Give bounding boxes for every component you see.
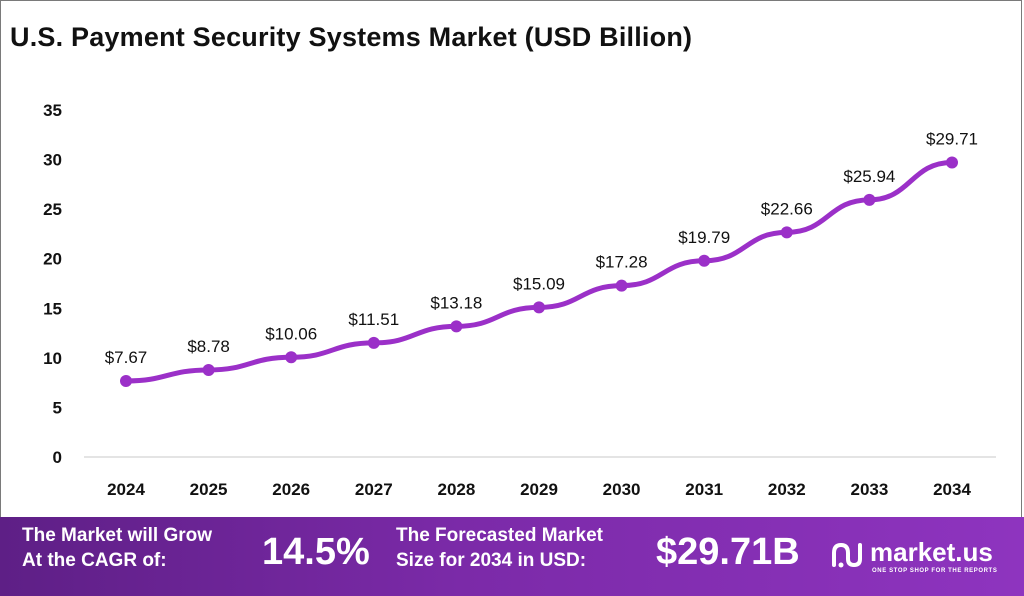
- data-point: [698, 254, 711, 267]
- cagr-label-line1: The Market will Grow: [22, 525, 213, 546]
- data-point: [120, 374, 132, 387]
- data-label: $29.71: [926, 129, 978, 148]
- forecast-label-line2: Size for 2034 in USD:: [396, 550, 587, 571]
- series-path: [123, 159, 955, 384]
- forecast-label-line1: The Forecasted Market: [396, 525, 603, 546]
- data-point: [533, 301, 545, 314]
- y-tick-label: 20: [43, 250, 62, 269]
- data-label: $15.09: [513, 274, 565, 293]
- data-label: $17.28: [596, 253, 648, 272]
- x-tick-label: 2030: [603, 480, 641, 499]
- data-label: $7.67: [105, 348, 148, 367]
- cagr-label-line2: At the CAGR of:: [22, 550, 167, 571]
- logo-tagline: ONE STOP SHOP FOR THE REPORTS: [872, 568, 998, 574]
- x-tick-label: 2031: [685, 480, 723, 499]
- x-tick-label: 2033: [850, 480, 888, 499]
- brand-logo: market.us ONE STOP SHOP FOR THE REPORTS: [830, 537, 1020, 577]
- market-us-logo-icon: [832, 542, 862, 568]
- data-point: [202, 363, 215, 376]
- y-tick-label: 10: [43, 349, 62, 368]
- cagr-value: 14.5%: [262, 531, 370, 573]
- data-point: [946, 156, 958, 169]
- forecast-value: $29.71B: [656, 531, 800, 573]
- data-labels: $7.67 $8.78 $10.06 $11.51 $13.18 $15.09 $17.28…: [105, 129, 978, 367]
- x-tick-label: 2029: [520, 480, 558, 499]
- data-point: [367, 336, 380, 349]
- y-axis: 0 5 10 15 20 25 30 35: [43, 101, 62, 467]
- data-label: $19.79: [678, 228, 730, 247]
- data-label: $13.18: [430, 293, 482, 312]
- data-label: $22.66: [761, 199, 813, 218]
- data-point: [863, 193, 876, 206]
- x-tick-label: 2032: [768, 480, 806, 499]
- x-tick-label: 2025: [190, 480, 228, 499]
- x-tick-label: 2024: [107, 480, 145, 499]
- data-label: $11.51: [348, 310, 399, 329]
- y-tick-label: 0: [53, 448, 62, 467]
- data-label: $25.94: [843, 167, 895, 186]
- data-point: [285, 351, 298, 364]
- y-tick-label: 25: [43, 200, 62, 219]
- data-point: [450, 320, 463, 333]
- series-line: [120, 156, 958, 387]
- y-tick-label: 15: [43, 299, 62, 318]
- x-tick-label: 2026: [272, 480, 310, 499]
- data-point: [615, 279, 628, 292]
- x-axis: 2024 2025 2026 2027 2028 2029 2030 2031 2032 2033…: [84, 456, 996, 499]
- x-tick-label: 2034: [933, 480, 971, 499]
- logo-text: market.us: [870, 537, 993, 567]
- data-point: [780, 226, 793, 239]
- chart-title: U.S. Payment Security Systems Market (US…: [10, 22, 693, 52]
- data-label: $8.78: [187, 337, 230, 356]
- x-tick-label: 2027: [355, 480, 393, 499]
- summary-banner: The Market will Grow At the CAGR of: 14.…: [0, 517, 1024, 596]
- y-tick-label: 30: [43, 151, 62, 170]
- data-label: $10.06: [265, 324, 317, 343]
- x-tick-label: 2028: [437, 480, 475, 499]
- y-tick-label: 35: [43, 101, 62, 120]
- y-tick-label: 5: [53, 398, 62, 417]
